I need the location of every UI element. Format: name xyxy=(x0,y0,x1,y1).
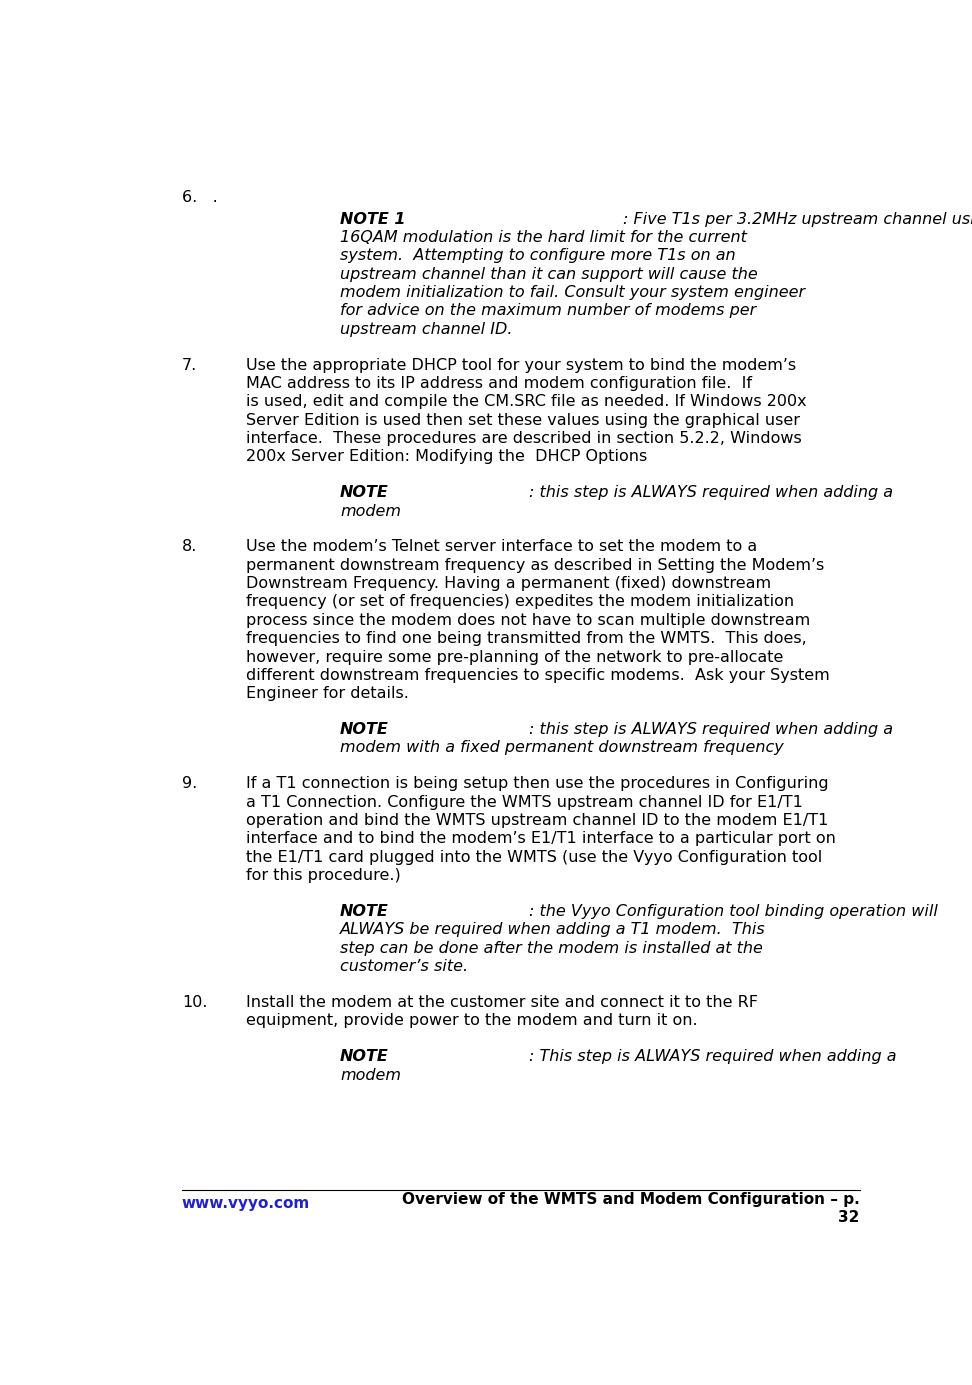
Text: 7.: 7. xyxy=(182,357,197,373)
Text: modem: modem xyxy=(340,504,401,518)
Text: modem: modem xyxy=(340,1068,401,1083)
Text: NOTE: NOTE xyxy=(340,1050,389,1064)
Text: is used, edit and compile the CM.SRC file as needed. If Windows 200x: is used, edit and compile the CM.SRC fil… xyxy=(246,395,807,409)
Text: If a T1 connection is being setup then use the procedures in Configuring: If a T1 connection is being setup then u… xyxy=(246,777,828,791)
Text: Overview of the WMTS and Modem Configuration – p.: Overview of the WMTS and Modem Configura… xyxy=(402,1192,859,1208)
Text: Downstream Frequency. Having a permanent (fixed) downstream: Downstream Frequency. Having a permanent… xyxy=(246,576,771,591)
Text: MAC address to its IP address and modem configuration file.  If: MAC address to its IP address and modem … xyxy=(246,375,757,391)
Text: a T1 Connection. Configure the WMTS upstream channel ID for E1/T1: a T1 Connection. Configure the WMTS upst… xyxy=(246,795,803,810)
Text: 32: 32 xyxy=(839,1210,859,1226)
Text: frequency (or set of frequencies) expedites the modem initialization: frequency (or set of frequencies) expedi… xyxy=(246,594,794,609)
Text: system.  Attempting to configure more T1s on an: system. Attempting to configure more T1s… xyxy=(340,248,736,263)
Text: customer’s site.: customer’s site. xyxy=(340,958,469,974)
Text: different downstream frequencies to specific modems.  Ask your System: different downstream frequencies to spec… xyxy=(246,668,829,683)
Text: 6.   .: 6. . xyxy=(182,190,218,205)
Text: 10.: 10. xyxy=(182,994,207,1010)
Text: Engineer for details.: Engineer for details. xyxy=(246,686,408,701)
Text: 200x Server Edition: Modifying the  DHCP Options: 200x Server Edition: Modifying the DHCP … xyxy=(246,449,647,464)
Text: for advice on the maximum number of modems per: for advice on the maximum number of mode… xyxy=(340,303,756,319)
Text: ALWAYS be required when adding a T1 modem.  This: ALWAYS be required when adding a T1 mode… xyxy=(340,922,766,938)
Text: Use the appropriate DHCP tool for your system to bind the modem’s: Use the appropriate DHCP tool for your s… xyxy=(246,357,796,373)
Text: interface.  These procedures are described in section 5.2.2, Windows: interface. These procedures are describe… xyxy=(246,431,802,446)
Text: modem with a fixed permanent downstream frequency: modem with a fixed permanent downstream … xyxy=(340,741,783,755)
Text: : This step is ALWAYS required when adding a: : This step is ALWAYS required when addi… xyxy=(529,1050,896,1064)
Text: 16QAM modulation is the hard limit for the current: 16QAM modulation is the hard limit for t… xyxy=(340,230,746,245)
Text: : this step is ALWAYS required when adding a: : this step is ALWAYS required when addi… xyxy=(529,722,893,737)
Text: Server Edition is used then set these values using the graphical user: Server Edition is used then set these va… xyxy=(246,413,800,428)
Text: permanent downstream frequency as described in Setting the Modem’s: permanent downstream frequency as descri… xyxy=(246,558,824,573)
Text: Install the modem at the customer site and connect it to the RF: Install the modem at the customer site a… xyxy=(246,994,758,1010)
Text: frequencies to find one being transmitted from the WMTS.  This does,: frequencies to find one being transmitte… xyxy=(246,632,807,647)
Text: equipment, provide power to the modem and turn it on.: equipment, provide power to the modem an… xyxy=(246,1014,698,1029)
Text: process since the modem does not have to scan multiple downstream: process since the modem does not have to… xyxy=(246,612,810,627)
Text: interface and to bind the modem’s E1/T1 interface to a particular port on: interface and to bind the modem’s E1/T1 … xyxy=(246,831,836,846)
Text: : the Vyyo Configuration tool binding operation will: : the Vyyo Configuration tool binding op… xyxy=(529,904,938,920)
Text: 9.: 9. xyxy=(182,777,197,791)
Text: modem initialization to fail. Consult your system engineer: modem initialization to fail. Consult yo… xyxy=(340,285,805,301)
Text: Use the modem’s Telnet server interface to set the modem to a: Use the modem’s Telnet server interface … xyxy=(246,539,757,554)
Text: NOTE: NOTE xyxy=(340,485,389,500)
Text: NOTE: NOTE xyxy=(340,722,389,737)
Text: upstream channel than it can support will cause the: upstream channel than it can support wil… xyxy=(340,266,758,281)
Text: www.vyyo.com: www.vyyo.com xyxy=(182,1197,310,1212)
Text: operation and bind the WMTS upstream channel ID to the modem E1/T1: operation and bind the WMTS upstream cha… xyxy=(246,813,828,828)
Text: the E1/T1 card plugged into the WMTS (use the Vyyo Configuration tool: the E1/T1 card plugged into the WMTS (us… xyxy=(246,850,822,864)
Text: : this step is ALWAYS required when adding a: : this step is ALWAYS required when addi… xyxy=(529,485,893,500)
Text: step can be done after the modem is installed at the: step can be done after the modem is inst… xyxy=(340,940,763,956)
Text: 8.: 8. xyxy=(182,539,197,554)
Text: NOTE 1: NOTE 1 xyxy=(340,212,405,227)
Text: : Five T1s per 3.2MHz upstream channel using: : Five T1s per 3.2MHz upstream channel u… xyxy=(623,212,972,227)
Text: however, require some pre-planning of the network to pre-allocate: however, require some pre-planning of th… xyxy=(246,650,783,665)
Text: NOTE: NOTE xyxy=(340,904,389,920)
Text: upstream channel ID.: upstream channel ID. xyxy=(340,321,512,337)
Text: for this procedure.): for this procedure.) xyxy=(246,868,400,884)
